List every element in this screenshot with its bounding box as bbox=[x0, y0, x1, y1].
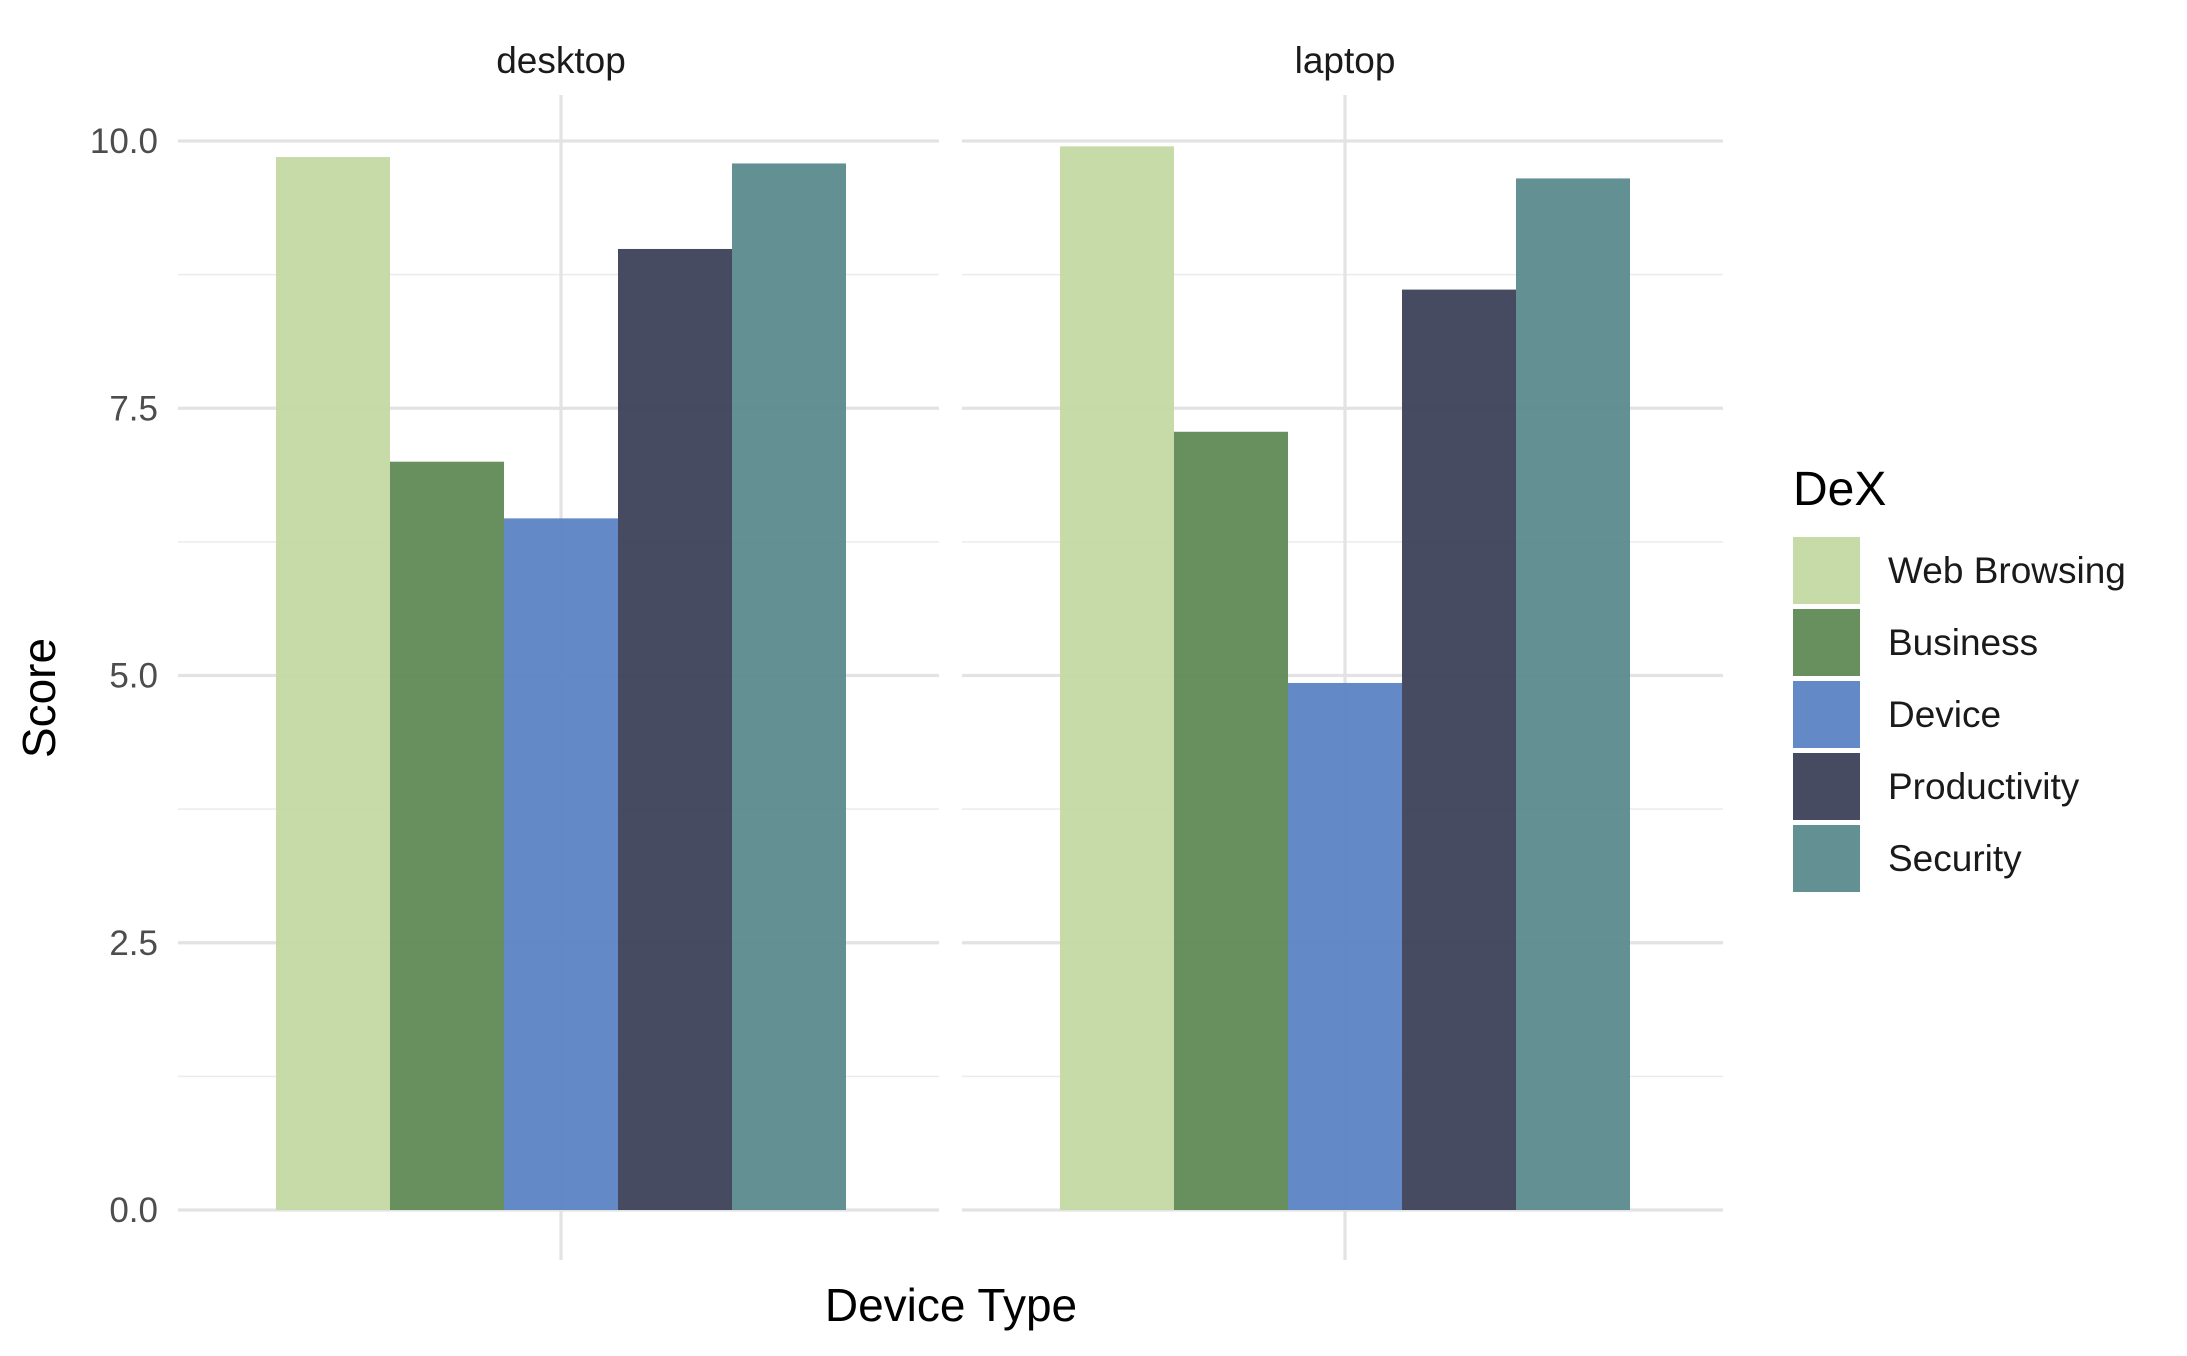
bar-laptop-web-browsing bbox=[1060, 146, 1174, 1211]
y-tick-label: 7.5 bbox=[109, 389, 158, 428]
facet-label-desktop: desktop bbox=[496, 40, 626, 81]
y-axis-title: Score bbox=[13, 638, 65, 758]
legend-key-web-browsing bbox=[1793, 537, 1860, 604]
legend-key-security bbox=[1793, 825, 1860, 892]
y-tick-label: 10.0 bbox=[90, 122, 158, 161]
y-tick-label: 2.5 bbox=[109, 924, 158, 963]
bar-laptop-security bbox=[1516, 178, 1630, 1210]
bar-desktop-productivity bbox=[618, 248, 732, 1210]
legend: DeX Web Browsing Business Device Productivi… bbox=[1793, 463, 2126, 892]
legend-label-productivity: Productivity bbox=[1888, 766, 2080, 807]
x-axis-title: Device Type bbox=[825, 1279, 1077, 1331]
bars bbox=[276, 146, 1630, 1211]
facet-label-laptop: laptop bbox=[1295, 40, 1396, 81]
y-tick-label: 0.0 bbox=[109, 1191, 158, 1230]
bar-desktop-device bbox=[504, 518, 618, 1210]
bar-desktop-security bbox=[732, 163, 846, 1211]
legend-key-productivity bbox=[1793, 753, 1860, 820]
legend-label-business: Business bbox=[1888, 622, 2038, 663]
legend-title: DeX bbox=[1793, 463, 1886, 516]
legend-key-device bbox=[1793, 681, 1860, 748]
y-tick-labels: 0.0 2.5 5.0 7.5 10.0 bbox=[90, 122, 158, 1230]
legend-key-business bbox=[1793, 609, 1860, 676]
y-tick-label: 5.0 bbox=[109, 657, 158, 696]
legend-label-web-browsing: Web Browsing bbox=[1888, 550, 2126, 591]
bar-desktop-web-browsing bbox=[276, 157, 390, 1210]
bar-desktop-business bbox=[390, 461, 504, 1210]
facet-strip-labels: desktop laptop bbox=[496, 40, 1395, 81]
legend-label-device: Device bbox=[1888, 694, 2001, 735]
bar-laptop-productivity bbox=[1402, 289, 1516, 1210]
legend-label-security: Security bbox=[1888, 838, 2022, 879]
bar-laptop-business bbox=[1174, 431, 1288, 1210]
bar-laptop-device bbox=[1288, 682, 1402, 1210]
